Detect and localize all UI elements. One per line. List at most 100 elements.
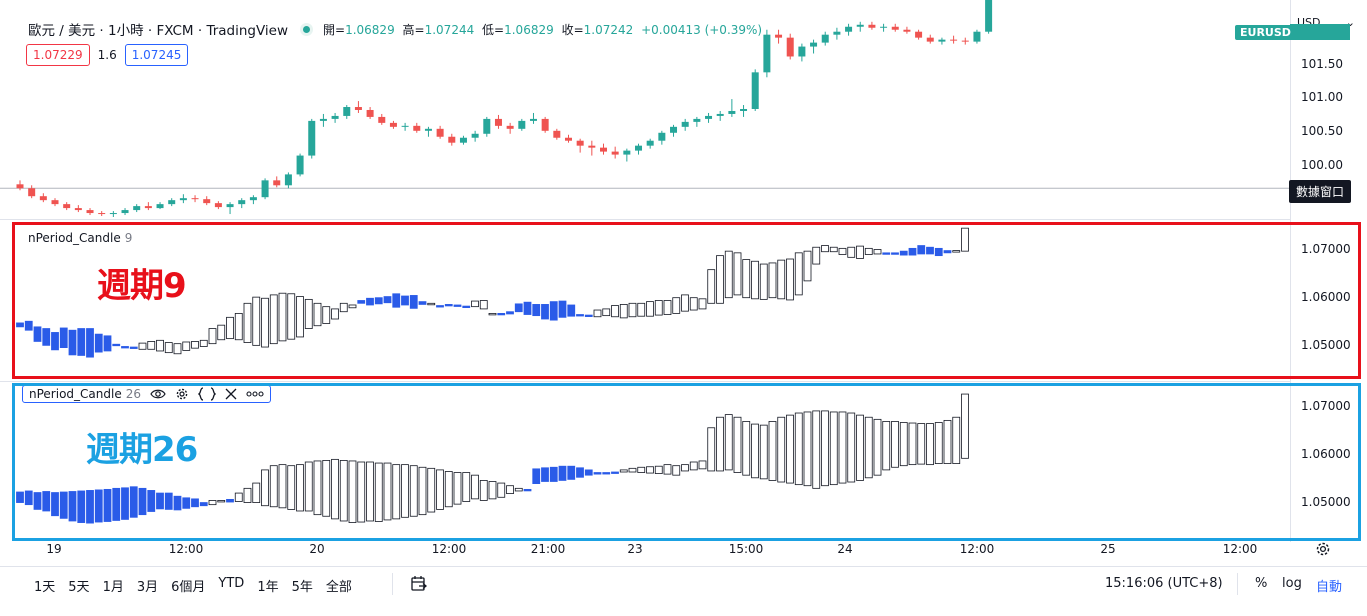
pane-divider[interactable]	[0, 381, 1290, 382]
candle-body	[635, 145, 643, 151]
candle	[226, 316, 234, 340]
pane-divider[interactable]	[0, 219, 1290, 220]
range-5y[interactable]: 5年	[291, 580, 313, 595]
price-scale[interactable]	[1290, 0, 1367, 542]
candle	[637, 466, 646, 473]
candle	[733, 252, 742, 296]
candle	[392, 293, 401, 308]
candle	[880, 23, 888, 32]
candle-body	[156, 492, 164, 510]
gear-icon[interactable]	[175, 387, 189, 401]
candle-body	[821, 245, 829, 253]
candle-body	[261, 297, 269, 348]
time-tick: 23	[627, 542, 643, 556]
candle	[553, 128, 561, 140]
candle	[777, 259, 786, 300]
candle-body	[786, 37, 794, 57]
main-price-pane[interactable]	[0, 0, 1290, 218]
range-all[interactable]: 全部	[325, 580, 352, 595]
candle	[637, 302, 646, 317]
candle-body	[427, 467, 436, 513]
range-5d[interactable]: 5天	[68, 580, 90, 595]
candle	[786, 33, 794, 60]
candle	[199, 502, 208, 507]
candle	[427, 467, 436, 513]
range-ytd[interactable]: YTD	[218, 576, 245, 591]
candle	[488, 481, 497, 500]
candle	[191, 498, 199, 508]
candle	[952, 416, 961, 464]
candle-body	[234, 492, 243, 502]
candle-body	[864, 247, 873, 255]
candle-body	[226, 204, 234, 208]
candle	[179, 194, 187, 204]
candle	[121, 487, 129, 520]
candle-body	[810, 42, 818, 47]
main-candlestick-chart[interactable]	[0, 0, 1290, 218]
candle	[427, 302, 436, 306]
candle	[68, 491, 77, 522]
candle-body	[803, 411, 812, 487]
candle-body	[829, 411, 838, 486]
data-window-button[interactable]: 數據窗口	[1289, 180, 1352, 203]
range-6m[interactable]: 6個月	[171, 580, 206, 595]
range-1y[interactable]: 1年	[257, 580, 279, 595]
goto-date-icon[interactable]	[410, 575, 428, 593]
indicator-chart-period-26[interactable]	[0, 383, 1290, 541]
eye-icon[interactable]	[150, 388, 166, 400]
candle	[558, 300, 567, 318]
source-code-icon[interactable]	[197, 387, 216, 401]
indicator-legend[interactable]: nPeriod_Candle 9	[28, 231, 132, 245]
candle	[313, 302, 322, 327]
candle	[611, 146, 619, 159]
candle-body	[812, 246, 821, 265]
chart-settings-icon[interactable]	[1314, 540, 1332, 558]
clock-timezone[interactable]: 15:16:06 (UTC+8)	[1105, 576, 1223, 591]
candle-body	[611, 471, 619, 474]
candle-body	[313, 302, 322, 327]
candle-body	[689, 461, 698, 471]
range-3m[interactable]: 3月	[136, 580, 159, 595]
close-icon[interactable]	[225, 388, 237, 400]
range-1m[interactable]: 1月	[102, 580, 124, 595]
more-icon[interactable]	[246, 391, 264, 397]
candle-body	[42, 491, 51, 512]
candle-body	[838, 247, 847, 255]
candle	[138, 487, 147, 516]
candle	[759, 263, 768, 300]
candle	[144, 202, 152, 211]
sell-button[interactable]: 1.07229	[26, 44, 90, 66]
last-price-marker	[1290, 24, 1350, 40]
candle	[77, 328, 86, 356]
candle	[768, 262, 777, 299]
candle	[471, 300, 479, 308]
candle-body	[663, 464, 672, 475]
candle-body	[133, 206, 141, 211]
time-tick: 21:00	[530, 542, 566, 556]
symbol-legend[interactable]: 歐元 / 美元 · 1小時 · FXCM · TradingView 開=1.0…	[28, 19, 766, 39]
candle-body	[654, 300, 663, 316]
indicator-chart-period-9[interactable]	[0, 222, 1290, 379]
candle-body	[471, 133, 479, 138]
candle	[794, 252, 803, 296]
candle-body	[24, 490, 33, 506]
candle-body	[479, 300, 488, 310]
annotation-box-period-26	[12, 383, 1361, 541]
candle-body	[663, 300, 672, 315]
candle	[628, 302, 637, 318]
percent-scale-toggle[interactable]: %	[1255, 576, 1268, 591]
candle	[623, 148, 631, 162]
candle-body	[777, 259, 786, 300]
buy-button[interactable]: 1.07245	[124, 44, 189, 66]
symbol-price-label: EURUSD	[1235, 25, 1296, 40]
candle	[654, 300, 663, 316]
candle	[33, 326, 42, 342]
candle-body	[733, 252, 742, 296]
auto-scale-toggle[interactable]: 自動	[1316, 580, 1343, 595]
log-scale-toggle[interactable]: log	[1282, 576, 1302, 591]
symbol-title[interactable]: 歐元 / 美元 · 1小時 · FXCM · TradingView	[28, 23, 289, 39]
candle	[278, 292, 287, 342]
price-tick: 1.07000	[1301, 399, 1351, 413]
range-1d[interactable]: 1天	[34, 580, 56, 595]
time-axis[interactable]: 19 12:00 20 12:00 21:00 23 15:00 24 12:0…	[0, 542, 1367, 558]
